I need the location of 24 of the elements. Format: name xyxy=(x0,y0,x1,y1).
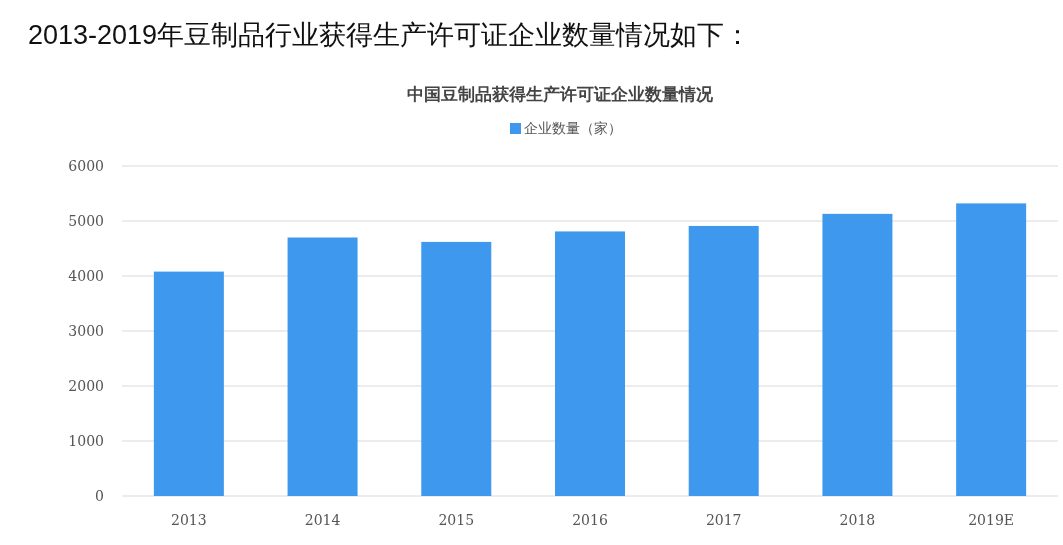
legend-label: 企业数量（家） xyxy=(524,120,622,136)
y-tick-label: 4000 xyxy=(68,268,104,284)
x-tick-label: 2016 xyxy=(572,512,608,528)
bar xyxy=(421,241,492,496)
y-tick-label: 5000 xyxy=(68,213,104,229)
y-tick-label: 0 xyxy=(95,488,104,504)
x-tick-label: 2017 xyxy=(705,512,742,528)
bar xyxy=(822,213,893,496)
y-tick-label: 2000 xyxy=(68,378,104,394)
x-tick-label: 2018 xyxy=(839,512,876,528)
chart-subtitle: 2013-2019年豆制品行业获得生产许可证企业数量情况如下： xyxy=(28,20,752,50)
bar xyxy=(555,231,625,496)
y-tick-label: 6000 xyxy=(68,158,104,174)
bar xyxy=(956,203,1027,496)
bar xyxy=(153,271,224,496)
x-tick-label: 2015 xyxy=(438,512,475,528)
x-tick-label: 2013 xyxy=(171,512,207,528)
x-tick-label: 2019E xyxy=(968,512,1015,528)
bar xyxy=(688,225,759,496)
y-tick-label: 1000 xyxy=(68,433,104,449)
bar xyxy=(287,237,358,496)
y-tick-label: 3000 xyxy=(68,323,104,339)
chart-title: 中国豆制品获得生产许可证企业数量情况 xyxy=(407,84,714,104)
x-tick-label: 2014 xyxy=(304,512,341,528)
